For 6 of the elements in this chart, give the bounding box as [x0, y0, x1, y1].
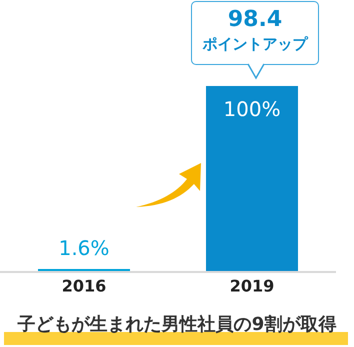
x-tick-label: 2019 [230, 276, 274, 296]
text: 子どもが生まれた男性社員の9割が取得 [16, 313, 338, 336]
data-label: 1.6% [58, 236, 110, 260]
text: 98.4 ポイントアップ [202, 6, 310, 54]
data-label: 100% [223, 97, 281, 121]
x-tick-label: 2016 [62, 276, 106, 296]
